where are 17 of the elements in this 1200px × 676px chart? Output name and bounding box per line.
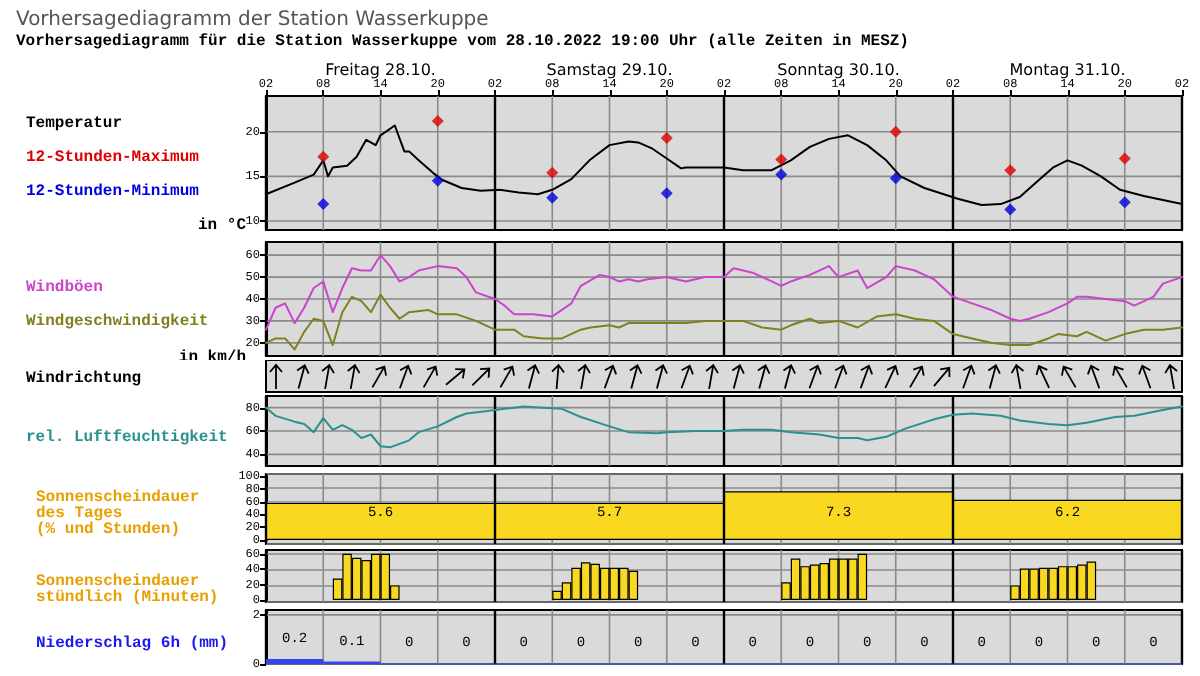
text: 12-Stunden-Minimum	[26, 183, 200, 201]
text: 12-Stunden-Maximum	[26, 149, 200, 167]
text: Sonnenscheindauer stündlich (Minuten)	[36, 573, 219, 607]
text: Temperatur	[26, 115, 123, 133]
y-axis-title: in °C	[197, 217, 247, 235]
text: Windböen	[26, 279, 104, 297]
text: Sonntag 30.10.	[777, 61, 900, 79]
text: Niederschlag 6h (mm)	[36, 635, 229, 653]
text: Montag 31.10.	[1009, 61, 1126, 79]
text: Samstag 29.10.	[546, 61, 673, 79]
text: Sonnenscheindauer des Tages (% und Stunden)	[36, 489, 200, 539]
text: Windgeschwindigkeit	[26, 313, 209, 331]
text: rel. Luftfeuchtigkeit	[26, 429, 229, 447]
chart-title: Vorhersagediagramm der Station Wasserkuppe	[16, 9, 489, 31]
text: Windrichtung	[26, 370, 142, 388]
text: Freitag 28.10.	[325, 61, 436, 79]
chart-subtitle: Vorhersagediagramm für die Station Wasserkuppe vom 28.10.2022 19:00 Uhr (alle Zeiten in MESZ)	[16, 33, 909, 51]
